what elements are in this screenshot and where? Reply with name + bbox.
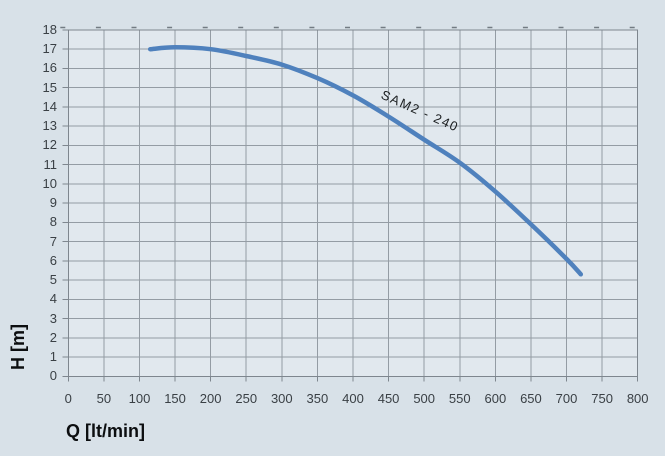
y-tick-label: 14 xyxy=(42,98,57,114)
x-tick-label: 400 xyxy=(342,391,364,406)
pump-curve xyxy=(147,45,584,277)
y-tick-label: 17 xyxy=(42,41,57,57)
x-axis-title: Q [lt/min] xyxy=(66,421,145,441)
y-tick-label: 0 xyxy=(49,368,57,384)
plot-border xyxy=(67,29,639,377)
y-tick-label: 10 xyxy=(42,175,57,191)
y-tick-label: 11 xyxy=(43,156,58,172)
y-tick-label: 1 xyxy=(49,349,57,365)
x-tick-label: 50 xyxy=(96,391,112,406)
y-tick-label: 3 xyxy=(49,310,57,326)
x-tick-label: 700 xyxy=(555,391,578,406)
y-tick-label: 16 xyxy=(42,60,57,76)
x-tick-label: 600 xyxy=(484,391,507,406)
y-tick-label: 12 xyxy=(42,137,57,153)
y-tick-label: 9 xyxy=(49,195,57,211)
x-tick-label: 500 xyxy=(413,391,436,406)
x-tick-label: 350 xyxy=(306,391,329,406)
x-tick-label: 300 xyxy=(270,391,293,406)
x-tick-label: 0 xyxy=(64,391,72,406)
x-tick-label: 100 xyxy=(128,391,151,406)
y-tick-label: 15 xyxy=(42,79,57,95)
y-tick-label: 4 xyxy=(49,291,57,307)
x-tick-label: 450 xyxy=(377,391,400,406)
x-tick-label: 250 xyxy=(235,391,258,406)
x-tick-label: 550 xyxy=(448,391,471,406)
x-tick-label: 750 xyxy=(591,391,613,406)
y-tick-label: 8 xyxy=(49,214,57,230)
x-tick-label: 800 xyxy=(626,391,649,406)
y-axis-title: H [m] xyxy=(8,324,28,370)
y-tick-label: 6 xyxy=(49,252,57,268)
x-tick-label: 650 xyxy=(520,391,542,406)
x-tick-label: 150 xyxy=(164,391,186,406)
y-tick-label: 7 xyxy=(49,233,57,249)
y-tick-label: 2 xyxy=(49,329,57,345)
y-tick-label: 13 xyxy=(42,118,57,134)
y-tick-label: 18 xyxy=(42,22,57,37)
x-tick-label: 200 xyxy=(199,391,222,406)
y-tick-label: 5 xyxy=(49,272,57,288)
